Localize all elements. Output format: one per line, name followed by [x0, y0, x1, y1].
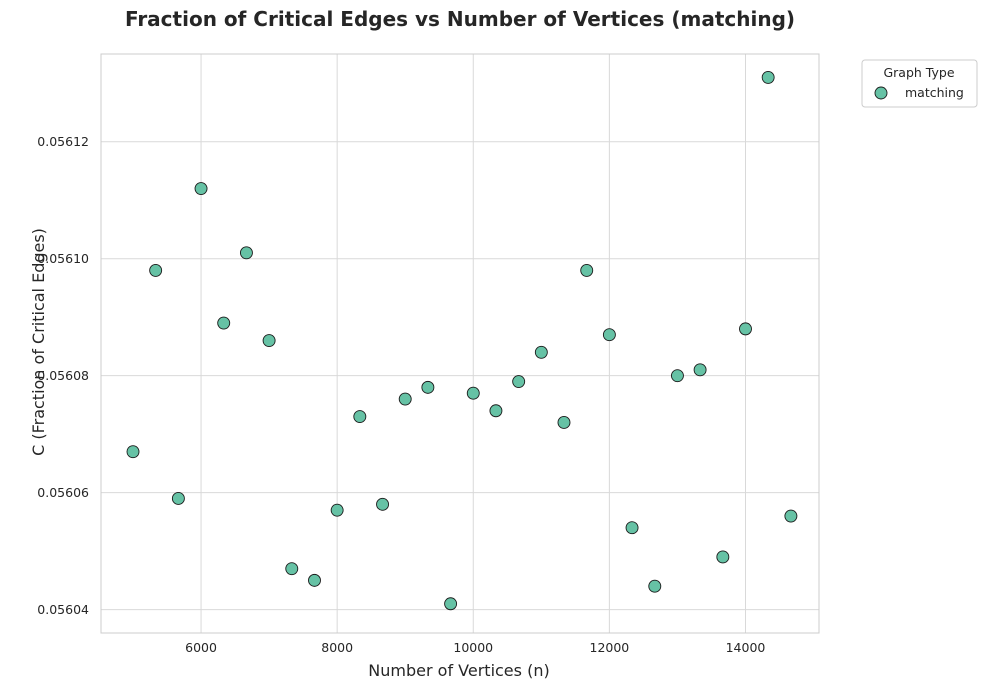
legend-marker-matching	[874, 86, 888, 100]
x-tick-label: 10000	[453, 640, 493, 655]
scatter-point	[262, 334, 276, 348]
legend-title: Graph Type	[883, 65, 954, 80]
scatter-point	[444, 597, 458, 611]
legend-box	[861, 59, 978, 108]
y-axis-label: C (Fraction of Critical Edges)	[29, 228, 48, 456]
y-tick-labels: 0.05604 0.05606 0.05608 0.05610 0.05612	[37, 134, 89, 617]
scatter-point	[194, 182, 208, 195]
scatter-point	[217, 316, 231, 330]
scatter-point	[353, 410, 367, 424]
scatter-point	[534, 345, 548, 359]
x-tick-label: 6000	[185, 640, 217, 655]
scatter-point	[489, 404, 503, 418]
scatter-point	[648, 579, 662, 593]
scatter-point	[171, 492, 185, 505]
y-tick-label: 0.05612	[37, 134, 89, 149]
x-tick-label: 8000	[321, 640, 353, 655]
y-tick-label: 0.05604	[37, 602, 89, 617]
scatter-point	[625, 521, 639, 535]
legend-label-matching: matching	[905, 85, 964, 100]
y-tick-label: 0.05606	[37, 485, 89, 500]
scatter-point	[716, 550, 730, 564]
plot-frame	[100, 53, 820, 634]
x-tick-label: 12000	[590, 640, 630, 655]
scatter-point	[308, 573, 321, 587]
scatter-point	[149, 263, 163, 277]
chart-title: Fraction of Critical Edges vs Number of …	[125, 7, 795, 31]
x-tick-labels: 6000 8000 10000 12000 14000	[185, 640, 765, 655]
scatter-point	[126, 445, 140, 459]
legend: Graph Type matching	[861, 59, 978, 108]
scatter-point	[602, 328, 616, 342]
scatter-point	[580, 263, 594, 277]
scatter-point	[670, 369, 684, 383]
scatter-point	[239, 246, 253, 260]
scatter-point	[376, 497, 390, 511]
y-tick-label: 0.05610	[37, 251, 89, 266]
scatter-point	[557, 416, 571, 429]
scatter-point	[466, 386, 480, 400]
grid-layer	[101, 54, 819, 633]
scatter-point	[398, 392, 412, 406]
x-axis-label: Number of Vertices (n)	[368, 661, 549, 680]
scatter-point	[693, 363, 707, 377]
scatter-point	[285, 562, 299, 576]
x-tick-label: 14000	[726, 640, 766, 655]
scatter-point	[330, 503, 344, 517]
scatter-point	[761, 70, 775, 84]
scatter-point	[421, 380, 435, 394]
scatter-point	[739, 322, 752, 336]
points-layer	[126, 70, 798, 611]
scatter-point	[512, 375, 526, 388]
scatter-point	[784, 509, 798, 523]
y-tick-label: 0.05608	[37, 368, 89, 383]
